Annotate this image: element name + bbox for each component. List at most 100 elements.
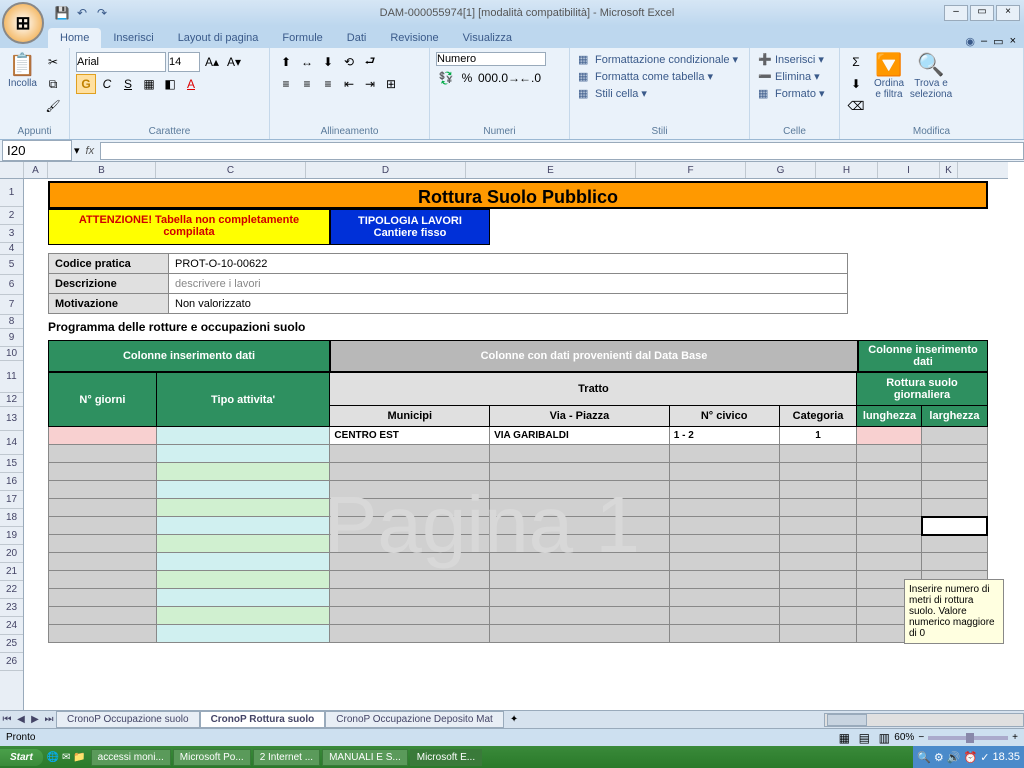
sheet-nav-next-icon[interactable]: ▶ [28,714,42,725]
italic-button[interactable]: C [97,74,117,94]
cell-styles-button[interactable]: ▦Stili cella ▾ [576,86,649,101]
align-bottom-icon[interactable]: ⬇ [318,52,338,72]
ribbon-restore-icon[interactable]: ▭ [993,35,1003,48]
zoom-in-icon[interactable]: + [1012,732,1018,743]
tab-layout[interactable]: Layout di pagina [166,28,271,48]
sheet-tab[interactable]: CronoP Occupazione suolo [56,711,200,728]
shrink-font-icon[interactable]: A▾ [224,52,244,72]
grow-font-icon[interactable]: A▴ [202,52,222,72]
orientation-icon[interactable]: ⟲ [339,52,359,72]
table-row[interactable] [49,535,988,553]
taskbar-item[interactable]: accessi moni... [91,749,171,766]
indent-inc-icon[interactable]: ⇥ [360,74,380,94]
currency-icon[interactable]: 💱 [436,68,456,88]
insert-cells-button[interactable]: ➕Inserisci ▾ [756,52,826,67]
align-left-icon[interactable]: ≡ [276,74,296,94]
name-box[interactable] [2,140,72,161]
table-row[interactable] [49,517,988,535]
help-icon[interactable]: ◉ [965,35,975,48]
merge-icon[interactable]: ⊞ [381,74,401,94]
table-row[interactable] [49,589,988,607]
table-row[interactable] [49,463,988,481]
paste-button[interactable]: 📋Incolla [6,52,39,89]
table-row[interactable] [49,607,988,625]
zoom-value[interactable]: 60% [894,732,914,743]
tab-view[interactable]: Visualizza [451,28,524,48]
table-row[interactable] [49,571,988,589]
indent-dec-icon[interactable]: ⇤ [339,74,359,94]
sheet-tab[interactable]: CronoP Rottura suolo [200,711,326,728]
new-sheet-icon[interactable]: ✦ [504,714,524,725]
fx-icon[interactable]: fx [80,145,101,157]
office-button[interactable]: ⊞ [2,2,44,44]
sheet-nav-last-icon[interactable]: ⏭ [42,714,56,725]
autosum-icon[interactable]: Σ [846,52,866,72]
sheet-tab[interactable]: CronoP Occupazione Deposito Mat [325,711,504,728]
table-row[interactable] [49,553,988,571]
start-button[interactable]: Start [0,749,43,766]
align-middle-icon[interactable]: ↔ [297,52,317,72]
cut-icon[interactable]: ✂ [43,52,63,72]
worksheet[interactable]: ABCDEFGHIK 12345678910111213141516171819… [0,162,1024,728]
sheet-nav-first-icon[interactable]: ⏮ [0,714,14,725]
close-button[interactable]: × [996,5,1020,21]
align-center-icon[interactable]: ≡ [297,74,317,94]
find-select-button[interactable]: 🔍Trova e seleziona [912,52,950,100]
align-top-icon[interactable]: ⬆ [276,52,296,72]
tab-insert[interactable]: Inserisci [101,28,165,48]
tab-formulas[interactable]: Formule [270,28,334,48]
zoom-out-icon[interactable]: − [918,732,924,743]
wrap-text-icon[interactable]: ⮐ [360,52,380,72]
taskbar-item[interactable]: Microsoft E... [410,749,482,766]
undo-icon[interactable]: ↶ [74,5,90,21]
tab-review[interactable]: Revisione [378,28,450,48]
table-row[interactable] [49,445,988,463]
horizontal-scrollbar[interactable] [824,713,1024,727]
ribbon-close-icon[interactable]: × [1010,35,1016,48]
table-row[interactable] [49,625,988,643]
bold-button[interactable]: G [76,74,96,94]
view-normal-icon[interactable]: ▦ [834,728,854,748]
ribbon-min-icon[interactable]: – [981,35,987,48]
formula-input[interactable] [100,142,1024,160]
column-headers[interactable]: ABCDEFGHIK [0,162,1008,179]
underline-button[interactable]: S [118,74,138,94]
border-button[interactable]: ▦ [139,74,159,94]
delete-cells-button[interactable]: ➖Elimina ▾ [756,69,822,84]
taskbar-item[interactable]: Microsoft Po... [173,749,251,766]
format-cells-button[interactable]: ▦Formato ▾ [756,86,827,101]
grid[interactable]: Pagina 1 Rottura Suolo Pubblico ATTENZIO… [24,179,1008,712]
quick-launch[interactable]: 🌐 ✉ 📁 [43,752,90,763]
inc-decimal-icon[interactable]: .0→ [499,68,519,88]
font-color-button[interactable]: A [181,74,201,94]
row-headers[interactable]: 1234567891011121314151617181920212223242… [0,179,24,712]
sort-filter-button[interactable]: 🔽Ordina e filtra [870,52,908,100]
dec-decimal-icon[interactable]: ←.0 [520,68,540,88]
format-painter-icon[interactable]: 🖌 [43,96,63,116]
system-tray[interactable]: 🔍 ⚙ 🔊 ⏰ ✓ 18.35 [913,746,1024,768]
table-row[interactable]: CENTRO EST VIA GARIBALDI 1 - 2 1 [49,427,988,445]
tray-icons[interactable]: 🔍 ⚙ 🔊 ⏰ ✓ [917,751,989,764]
fill-icon[interactable]: ⬇ [846,74,866,94]
align-right-icon[interactable]: ≡ [318,74,338,94]
minimize-button[interactable]: – [944,5,968,21]
clear-icon[interactable]: ⌫ [846,96,866,116]
sheet-nav-prev-icon[interactable]: ◀ [14,714,28,725]
copy-icon[interactable]: ⧉ [43,74,63,94]
percent-icon[interactable]: % [457,68,477,88]
font-name-select[interactable] [76,52,166,72]
number-format-select[interactable] [436,52,546,66]
taskbar-item[interactable]: 2 Internet ... [253,749,320,766]
table-row[interactable] [49,481,988,499]
zoom-slider[interactable] [928,736,1008,740]
fill-color-button[interactable]: ◧ [160,74,180,94]
taskbar-item[interactable]: MANUALI E S... [322,749,408,766]
tab-home[interactable]: Home [48,28,101,48]
font-size-select[interactable] [168,52,200,72]
format-as-table-button[interactable]: ▦Formatta come tabella ▾ [576,69,715,84]
main-table[interactable]: N° giorni Tipo attivita' Tratto Rottura … [48,372,988,643]
table-row[interactable] [49,499,988,517]
conditional-format-button[interactable]: ▦Formattazione condizionale ▾ [576,52,740,67]
view-layout-icon[interactable]: ▤ [854,728,874,748]
maximize-button[interactable]: ▭ [970,5,994,21]
